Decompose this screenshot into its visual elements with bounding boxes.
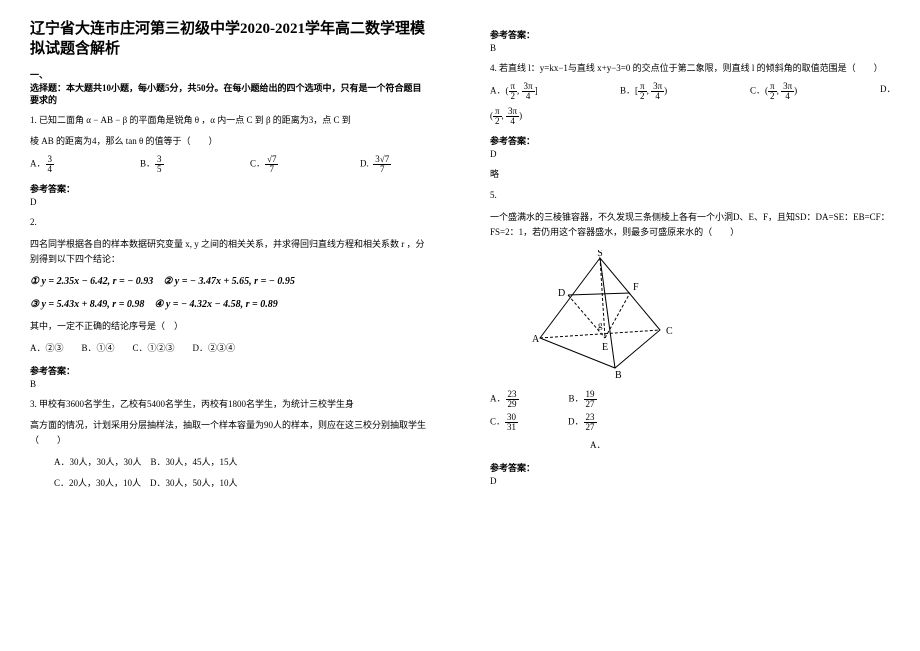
q5-text: 一个盛满水的三棱锥容器，不久发现三条侧棱上各有一个小洞D、E、F，且知SD：DA… [490,210,890,241]
q5-opt-a: A．2329 [490,390,519,409]
q1-ans: D [30,197,430,207]
q1-line1: 1. 已知二面角 α − AB − β 的平面角是锐角 θ ，α 内一点 C 到… [30,113,430,128]
doc-title: 辽宁省大连市庄河第三初级中学2020-2021学年高二数学理模拟试题含解析 [30,20,430,59]
q1-opt-b: B．35 [140,155,210,174]
left-column: 辽宁省大连市庄河第三初级中学2020-2021学年高二数学理模拟试题含解析 一、… [0,0,460,651]
q2-formula-row1: ① y = 2.35x − 6.42, r = − 0.93 ② y = − 3… [30,273,430,290]
q2-num: 2. [30,215,430,230]
q4-options-row1: A．(π2, 3π4] B．[π2, 3π4) C．(π2, 3π4) D． [490,82,890,101]
q2-text2: 其中，一定不正确的结论序号是（ ） [30,319,430,334]
q3-opt-b: B．30人，45人，15人 [151,457,238,467]
fig-label-s: S [597,250,603,259]
q2-f3: ③ y = 5.43x + 8.49, r = 0.98 [30,299,144,310]
q5-opts-row1: A．2329 B．1927 [490,390,890,409]
q3-row2: C．20人，30人，10人 D．30人，50人，10人 [54,476,430,491]
q4-opt-a: A．(π2, 3π4] [490,82,560,101]
q3-opt-c: C．20人，30人，10人 [54,478,141,488]
q2-f2: ② y = − 3.47x + 5.65, r = − 0.95 [163,276,295,287]
fig-label-g: g [598,320,603,330]
section-1-head: 一、 选择题：本大题共10小题，每小题5分，共50分。在每小题给出的四个选项中，… [30,69,430,107]
q2-formula-row2: ③ y = 5.43x + 8.49, r = 0.98 ④ y = − 4.3… [30,296,430,313]
q3-opt-a: A．30人，30人，30人 [54,457,142,467]
q1-options: A．34 B．35 C．√77 D. 3√77 [30,155,430,174]
q2-f4: ④ y = − 4.32x − 4.58, r = 0.89 [154,299,277,310]
q2-text: 四名同学根据各自的样本数据研究变量 x, y 之间的相关关系，并求得回归直线方程… [30,237,430,268]
fig-label-e: E [602,342,608,353]
q1-ans-head: 参考答案： [30,182,430,195]
q5-opt-c: C．3031 [490,413,518,432]
q5-ans: D [490,476,890,486]
q3-line1: 3. 甲校有3600名学生，乙校有5400名学生，丙校有1800名学生，为统计三… [30,397,430,412]
q5-ans-head: 参考答案： [490,461,890,474]
q4-ans2: 略 [490,167,890,180]
q4-opt-d-label: D． [880,82,920,101]
q3-ans: B [490,43,890,53]
q4-opt-d: (π2, 3π4) [490,107,890,126]
q5-opt-d: D．2327 [568,413,597,432]
q1-line2: 棱 AB 的距离为4，那么 tan θ 的值等于（ ） [30,134,430,149]
tetrahedron-figure: S A B C D E F g [520,250,680,380]
fig-label-b: B [615,370,622,380]
section-1-num: 一、 [30,70,48,80]
q3-opt-d: D．30人，50人，10人 [150,478,238,488]
fig-label-d: D [558,288,565,299]
q2-ans-head: 参考答案： [30,364,430,377]
fig-label-c: C [666,326,673,337]
q1-opt-a: A．34 [30,155,100,174]
fig-label-f: F [633,282,639,293]
q4-opt-c: C．(π2, 3π4) [750,82,820,101]
section-1-desc: 选择题：本大题共10小题，每小题5分，共50分。在每小题给出的四个选项中，只有是… [30,83,422,106]
q5-num: 5. [490,188,890,203]
q1-opt-d: D. 3√77 [360,155,430,174]
q2-ans: B [30,379,430,389]
q2-f1: ① y = 2.35x − 6.42, r = − 0.93 [30,276,153,287]
q4-ans-head: 参考答案： [490,134,890,147]
q4-opt-b: B．[π2, 3π4) [620,82,690,101]
q5-opt-a-repeat: A． [490,438,890,453]
q5-opt-b: B．1927 [569,390,597,409]
q2-opts: A．②③ B．①④ C．①②③ D．②③④ [30,341,430,356]
q3-ans-head: 参考答案： [490,28,890,41]
q1-opt-c: C．√77 [250,155,320,174]
q4-text: 4. 若直线 l：y=kx−1与直线 x+y−3=0 的交点位于第二象限，则直线… [490,61,890,76]
fig-label-a: A [532,334,540,345]
q4-ans: D [490,149,890,159]
q3-options: A．30人，30人，30人 B．30人，45人，15人 C．20人，30人，10… [30,455,430,492]
q3-row1: A．30人，30人，30人 B．30人，45人，15人 [54,455,430,470]
q3-line2: 高方面的情况，计划采用分层抽样法，抽取一个样本容量为90人的样本，则应在这三校分… [30,418,430,449]
q5-opts-row2: C．3031 D．2327 [490,413,890,432]
right-column: 参考答案： B 4. 若直线 l：y=kx−1与直线 x+y−3=0 的交点位于… [460,0,920,651]
